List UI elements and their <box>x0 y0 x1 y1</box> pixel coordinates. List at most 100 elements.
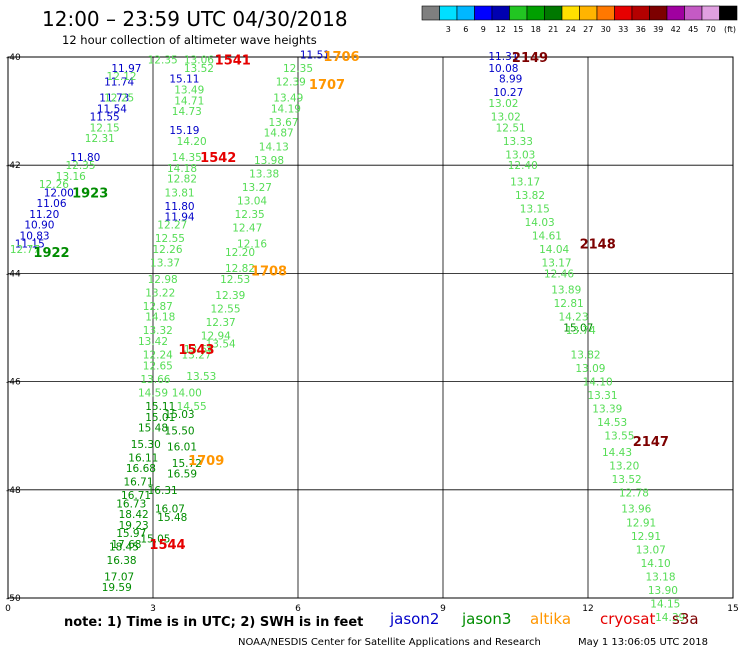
wave-height-value: 13.55 <box>604 431 634 443</box>
wave-height-value: 16.07 <box>155 504 185 516</box>
wave-height-value: 14.35 <box>172 152 202 164</box>
colorbar-swatch <box>701 5 720 21</box>
wave-height-value: 14.20 <box>177 136 207 148</box>
pass-label: 1542 <box>200 151 236 166</box>
colorbar-label: 24 <box>566 25 576 34</box>
wave-height-value: 12.87 <box>143 301 173 313</box>
wave-height-value: 19.59 <box>102 582 132 594</box>
wave-height-value: 13.02 <box>488 98 518 110</box>
colorbar-label: 33 <box>618 25 628 34</box>
wave-height-value: 16.73 <box>116 498 146 510</box>
wave-height-value: 15.50 <box>165 425 195 437</box>
wave-height-value: 13.31 <box>587 390 617 402</box>
x-tick-label: 3 <box>150 604 156 614</box>
colorbar-swatch <box>526 5 545 21</box>
colorbar-label: 70 <box>706 25 716 34</box>
colorbar: 3 6 9 12 15 18 21 24 27 30 33 36 39 42 45 70 <box>421 5 738 34</box>
chart-title: 12:00 – 23:59 UTC 04/30/2018 <box>42 7 348 31</box>
wave-height-value: 18.45 <box>109 542 139 554</box>
wave-height-value: 13.20 <box>609 460 639 472</box>
wave-height-value: 14.10 <box>641 558 671 570</box>
wave-height-value: 14.23 <box>558 312 588 324</box>
pass-label: 2149 <box>512 51 548 66</box>
wave-height-value: 13.03 <box>505 149 535 161</box>
colorbar-swatch <box>649 5 668 21</box>
wave-height-value: 15.72 <box>172 458 202 470</box>
wave-height-value: 12.27 <box>157 220 187 232</box>
wave-height-value: 12.39 <box>276 76 306 88</box>
wave-height-value: 13.49 <box>174 84 204 96</box>
wave-height-value: 11.06 <box>36 198 66 210</box>
colorbar-label: 27 <box>583 25 593 34</box>
x-tick-label: 9 <box>440 604 446 614</box>
y-tick-label: -48 <box>6 486 21 496</box>
wave-height-value: 12.98 <box>148 274 178 286</box>
x-tick-label: 0 <box>5 604 11 614</box>
wave-height-value: 13.54 <box>206 339 236 351</box>
wave-height-value: 11.80 <box>70 152 100 164</box>
colorbar-label: 18 <box>531 25 541 34</box>
wave-height-value: 12.82 <box>167 174 197 186</box>
wave-height-value: 13.32 <box>143 325 173 337</box>
colorbar-label: 39 <box>653 25 663 34</box>
wave-height-value: 12.20 <box>225 247 255 259</box>
pass-label: 1709 <box>188 454 224 469</box>
wave-height-value: 12.47 <box>232 222 262 234</box>
wave-height-value: 11.74 <box>104 76 134 88</box>
pass-label: 1543 <box>178 343 214 358</box>
wave-height-value: 12.35 <box>148 55 178 67</box>
wave-height-value: 12.26 <box>39 179 69 191</box>
colorbar-label: 42 <box>671 25 681 34</box>
colorbar-swatch <box>561 5 580 21</box>
wave-height-value: 11.80 <box>165 201 195 213</box>
wave-height-value: 13.52 <box>612 474 642 486</box>
wave-height-value: 13.09 <box>575 363 605 375</box>
plot-frame <box>7 56 734 599</box>
plot-grid <box>7 56 734 599</box>
wave-height-value: 8.99 <box>499 74 522 86</box>
colorbar-label: 36 <box>636 25 646 34</box>
wave-height-value: 13.82 <box>515 190 545 202</box>
colorbar-swatch <box>614 5 633 21</box>
credit-text: NOAA/NESDIS Center for Satellite Applica… <box>238 637 541 648</box>
wave-height-value: 13.96 <box>621 504 651 516</box>
colorbar-label: 9 <box>481 25 486 34</box>
wave-height-value: 14.53 <box>597 417 627 429</box>
wave-height-value: 13.38 <box>249 168 279 180</box>
wave-height-value: 14.87 <box>264 128 294 140</box>
wave-height-value: 11.54 <box>97 103 127 115</box>
wave-height-value: 12.25 <box>104 93 134 105</box>
wave-height-value: 10.90 <box>24 220 54 232</box>
wave-height-value: 13.02 <box>491 112 521 124</box>
wave-height-value: 12.55 <box>210 304 240 316</box>
wave-height-value: 11.73 <box>99 93 129 105</box>
wave-height-value: 12.51 <box>496 122 526 134</box>
wave-height-value: 19.23 <box>119 520 149 532</box>
y-tick-label: -44 <box>6 269 21 279</box>
wave-height-value: 12.24 <box>143 350 173 362</box>
wave-height-value: 12.77 <box>10 244 40 256</box>
wave-height-value: 14.39 <box>655 612 685 624</box>
pass-labels: 1541 1542 1543 1544 1706 1707 1708 1709 1922 1923… <box>33 50 669 553</box>
wave-height-value: 15.19 <box>169 125 199 137</box>
y-tick-label: -46 <box>6 378 21 388</box>
wave-height-value: 14.03 <box>525 217 555 229</box>
wave-height-value: 12.78 <box>619 488 649 500</box>
wave-height-value: 17.68 <box>111 539 141 551</box>
wave-height-value: 12.46 <box>544 268 574 280</box>
wave-height-value: 12.00 <box>44 187 74 199</box>
wave-height-value: 15.03 <box>165 409 195 421</box>
legend-cryosat: cryosat <box>600 610 655 628</box>
colorbar-label: 21 <box>548 25 558 34</box>
y-tick-label: -50 <box>6 594 21 604</box>
wave-height-value: 16.71 <box>123 477 153 489</box>
wave-height-value: 13.89 <box>551 285 581 297</box>
pass-label: 2147 <box>633 435 669 450</box>
chart-subtitle: 12 hour collection of altimeter wave hei… <box>62 33 317 47</box>
wave-height-value: 11.97 <box>111 63 141 75</box>
legend-jason3: jason3 <box>461 610 511 628</box>
y-axis-ticks: -40 -42 -44 -46 -48 -50 <box>6 53 21 604</box>
wave-height-value: 13.53 <box>186 371 216 383</box>
colorbar-unit: (ft) <box>724 25 736 34</box>
wave-height-value: 14.55 <box>177 401 207 413</box>
